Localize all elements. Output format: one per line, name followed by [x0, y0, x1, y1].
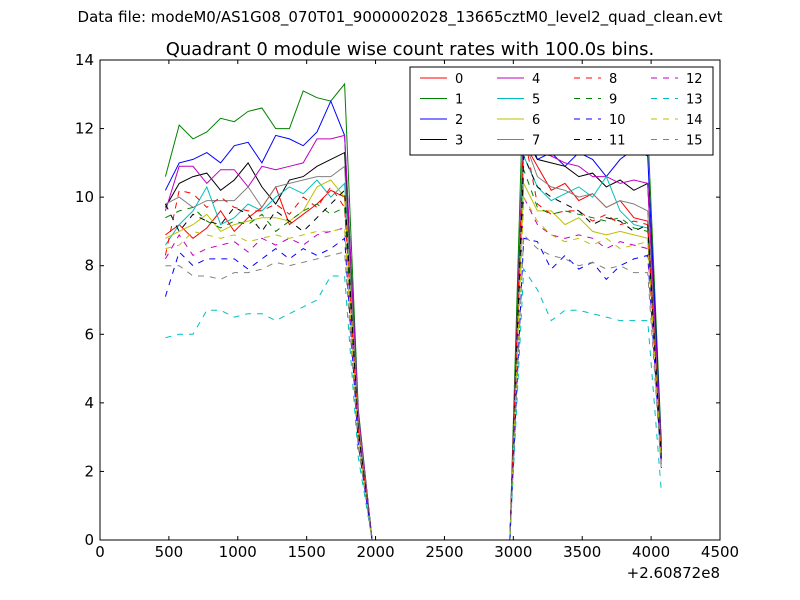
- series-line-8: [164, 131, 662, 541]
- legend-label-10: 10: [609, 113, 626, 128]
- y-tick-label: 12: [75, 120, 94, 138]
- series-line-5: [164, 155, 662, 541]
- x-tick-label: 0: [95, 543, 105, 561]
- series-line-4: [164, 126, 662, 541]
- series-line-15: [165, 233, 662, 541]
- y-tick-label: 8: [84, 257, 94, 275]
- series-line-13: [165, 267, 662, 541]
- legend-label-5: 5: [532, 93, 540, 108]
- x-tick-label: 2000: [356, 543, 394, 561]
- series-line-2: [164, 99, 662, 541]
- y-tick-label: 0: [84, 531, 94, 549]
- x-tick-label: 1000: [219, 543, 257, 561]
- series-line-10: [164, 237, 662, 541]
- y-tick-label: 2: [84, 462, 94, 480]
- legend-label-15: 15: [686, 134, 703, 149]
- x-axis-offset-label: +2.60872e8: [627, 564, 720, 582]
- legend-label-14: 14: [686, 113, 703, 128]
- legend-label-7: 7: [532, 134, 540, 149]
- x-tick-label: 4500: [701, 543, 739, 561]
- x-tick-label: 4000: [632, 543, 670, 561]
- legend-frame: [409, 66, 714, 156]
- series-line-12: [164, 196, 662, 541]
- legend-label-9: 9: [609, 93, 617, 108]
- legend-label-2: 2: [455, 113, 463, 128]
- x-tick-label: 1500: [288, 543, 326, 561]
- series-line-7: [165, 138, 662, 541]
- y-tick-label: 10: [75, 188, 94, 206]
- legend-label-12: 12: [686, 72, 703, 87]
- x-tick-label: 500: [155, 543, 184, 561]
- series-line-0: [165, 140, 662, 541]
- x-tick-label: 3000: [494, 543, 532, 561]
- y-tick-label: 14: [75, 51, 94, 69]
- chart-title: Quadrant 0 module wise count rates with …: [166, 39, 655, 60]
- legend-label-11: 11: [609, 134, 626, 149]
- y-tick-label: 6: [84, 325, 94, 343]
- x-tick-label: 3500: [563, 543, 601, 561]
- legend-label-4: 4: [532, 72, 540, 87]
- series-line-11: [164, 155, 662, 541]
- axis-ticks: 0 500 1000 1500 2000 2500 3000 3500 4000 4500 0 2 4 6…: [75, 51, 739, 561]
- y-tick-label: 4: [84, 394, 94, 412]
- legend-label-1: 1: [455, 93, 463, 108]
- legend-label-6: 6: [532, 113, 540, 128]
- legend-label-3: 3: [455, 134, 463, 149]
- series-line-6: [165, 179, 662, 541]
- plot-frame: [99, 59, 721, 541]
- figure-suptitle: Data file: modeM0/AS1G08_070T01_90000020…: [77, 8, 723, 26]
- x-tick-label: 2500: [425, 543, 463, 561]
- series-line-14: [165, 195, 662, 541]
- legend-label-13: 13: [686, 93, 703, 108]
- legend-label-8: 8: [609, 72, 617, 87]
- legend-label-0: 0: [455, 72, 463, 87]
